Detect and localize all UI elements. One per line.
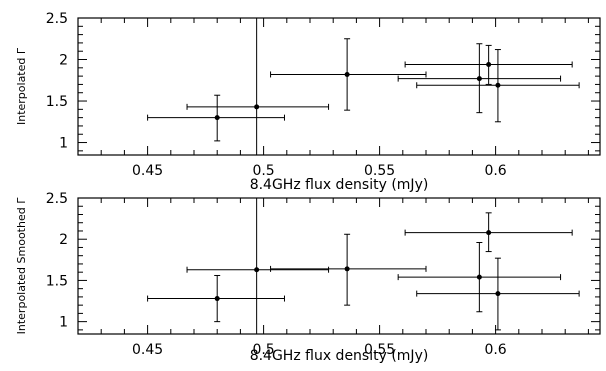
data-point xyxy=(147,274,285,323)
data-point xyxy=(404,212,573,253)
y-tick-label: 2.5 xyxy=(46,11,68,27)
y-axis-label: Interpolated Smoothed Γ xyxy=(15,197,28,335)
point-marker xyxy=(344,71,350,77)
y-tick-label: 2 xyxy=(59,232,68,248)
data-point xyxy=(416,257,580,331)
x-axis-label: 8.4GHz flux density (mJy) xyxy=(250,177,429,193)
y-tick-label: 1 xyxy=(59,136,68,152)
point-marker xyxy=(254,267,260,273)
point-marker xyxy=(495,82,501,88)
y-axis-label: Interpolated Γ xyxy=(15,47,28,125)
point-marker xyxy=(476,76,482,82)
point-marker xyxy=(344,266,350,272)
data-point xyxy=(397,43,562,114)
data-point xyxy=(186,198,330,334)
data-point xyxy=(397,242,562,313)
plot-frame xyxy=(77,17,601,156)
x-tick-label: 0.6 xyxy=(484,342,506,358)
y-tick-label: 1.5 xyxy=(46,94,68,110)
x-tick-label: 0.5 xyxy=(252,342,274,358)
point-marker xyxy=(486,230,492,236)
x-axis-label: 8.4GHz flux density (mJy) xyxy=(250,348,429,364)
x-tick-label: 0.45 xyxy=(132,163,163,179)
x-tick-label: 0.6 xyxy=(484,163,506,179)
point-marker xyxy=(476,274,482,280)
x-tick-label: 0.55 xyxy=(364,342,395,358)
point-marker xyxy=(495,291,501,297)
y-tick-label: 1.5 xyxy=(46,273,68,289)
plot-frame xyxy=(77,197,601,335)
x-tick-label: 0.5 xyxy=(252,163,274,179)
y-tick-label: 2.5 xyxy=(46,191,68,207)
x-tick-label: 0.55 xyxy=(364,163,395,179)
data-point xyxy=(416,49,580,123)
data-point xyxy=(186,18,330,155)
panel-interpolated-gamma: 0.45 0.5 0.55 0.6 1 1.5 2 2.5 8.4GHz flux densit… xyxy=(15,11,601,193)
panel-interpolated-smoothed-gamma: 0.45 0.5 0.55 0.6 1 1.5 2 2.5 8.4GHz flux densit… xyxy=(15,191,601,364)
data-point xyxy=(404,44,573,85)
point-marker xyxy=(486,61,492,67)
point-marker xyxy=(254,104,260,110)
data-point xyxy=(270,233,427,306)
point-marker xyxy=(214,296,220,302)
data-point xyxy=(270,38,427,111)
point-marker xyxy=(214,115,220,121)
y-tick-label: 2 xyxy=(59,53,68,69)
x-tick-label: 0.45 xyxy=(132,342,163,358)
y-tick-label: 1 xyxy=(59,315,68,331)
data-point xyxy=(147,94,285,142)
